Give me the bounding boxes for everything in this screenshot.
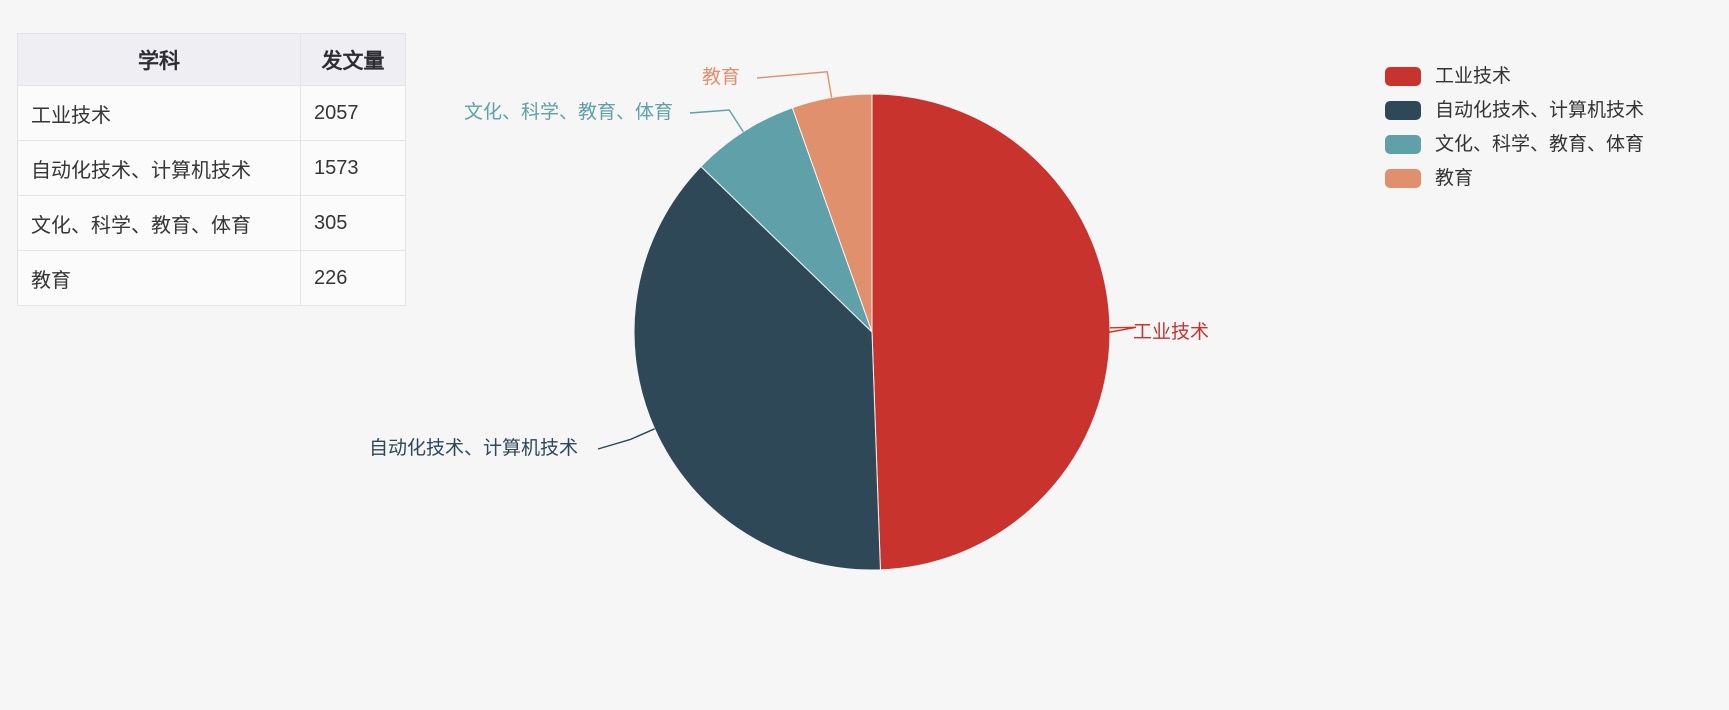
cell-discipline: 自动化技术、计算机技术 bbox=[17, 140, 301, 196]
cell-count: 305 bbox=[300, 195, 406, 251]
cell-discipline: 文化、科学、教育、体育 bbox=[17, 195, 301, 251]
pie-label-leader-line bbox=[689, 109, 744, 133]
pie-label-leader-line bbox=[597, 428, 655, 450]
legend-item[interactable]: 教育 bbox=[1385, 162, 1705, 194]
pie-slice-label: 文化、科学、教育、体育 bbox=[464, 101, 673, 123]
pie-slice[interactable] bbox=[700, 107, 873, 333]
table-row: 自动化技术、计算机技术 1573 bbox=[17, 140, 406, 196]
pie-label-leader-line bbox=[1104, 326, 1137, 334]
table-row: 文化、科学、教育、体育 305 bbox=[17, 195, 406, 251]
table-body: 工业技术 2057 自动化技术、计算机技术 1573 文化、科学、教育、体育 305 教育 2… bbox=[17, 85, 406, 306]
pie-slice[interactable] bbox=[791, 93, 873, 333]
cell-discipline: 教育 bbox=[17, 250, 301, 306]
cell-count: 2057 bbox=[300, 85, 406, 141]
pie-slice-label: 自动化技术、计算机技术 bbox=[369, 437, 578, 459]
discipline-stats-table: 学科 发文量 工业技术 2057 自动化技术、计算机技术 1573 文化、科学、教育、体… bbox=[17, 33, 406, 306]
legend-item-label: 自动化技术、计算机技术 bbox=[1435, 99, 1645, 121]
legend-item[interactable]: 自动化技术、计算机技术 bbox=[1385, 94, 1705, 126]
cell-count: 226 bbox=[300, 250, 406, 306]
cell-discipline: 工业技术 bbox=[17, 85, 301, 141]
column-header-count: 发文量 bbox=[300, 33, 406, 86]
pie-slice-label: 教育 bbox=[702, 66, 740, 88]
pie-label-leader-line bbox=[756, 71, 833, 98]
table-row: 工业技术 2057 bbox=[17, 85, 406, 141]
legend-item[interactable]: 工业技术 bbox=[1385, 60, 1705, 92]
legend-color-swatch-icon bbox=[1385, 168, 1421, 188]
legend-item-label: 教育 bbox=[1435, 167, 1474, 189]
pie-slice[interactable] bbox=[871, 93, 1111, 571]
legend-item-label: 文化、科学、教育、体育 bbox=[1435, 133, 1645, 155]
cell-count: 1573 bbox=[300, 140, 406, 196]
table-header-row: 学科 发文量 bbox=[17, 33, 406, 86]
column-header-discipline: 学科 bbox=[17, 33, 301, 86]
pie-slice[interactable] bbox=[633, 165, 881, 571]
legend-color-swatch-icon bbox=[1385, 134, 1421, 154]
legend-item[interactable]: 文化、科学、教育、体育 bbox=[1385, 128, 1705, 160]
discipline-stats-table-container: 学科 发文量 工业技术 2057 自动化技术、计算机技术 1573 文化、科学、教育、体… bbox=[17, 33, 406, 306]
pie-slice-label: 工业技术 bbox=[1133, 321, 1209, 343]
legend-color-swatch-icon bbox=[1385, 66, 1421, 86]
table-row: 教育 226 bbox=[17, 250, 406, 306]
legend-item-label: 工业技术 bbox=[1435, 65, 1512, 87]
legend-color-swatch-icon bbox=[1385, 100, 1421, 120]
chart-legend: 工业技术自动化技术、计算机技术 文化、科学、教育、体育 教育 bbox=[1385, 60, 1705, 196]
